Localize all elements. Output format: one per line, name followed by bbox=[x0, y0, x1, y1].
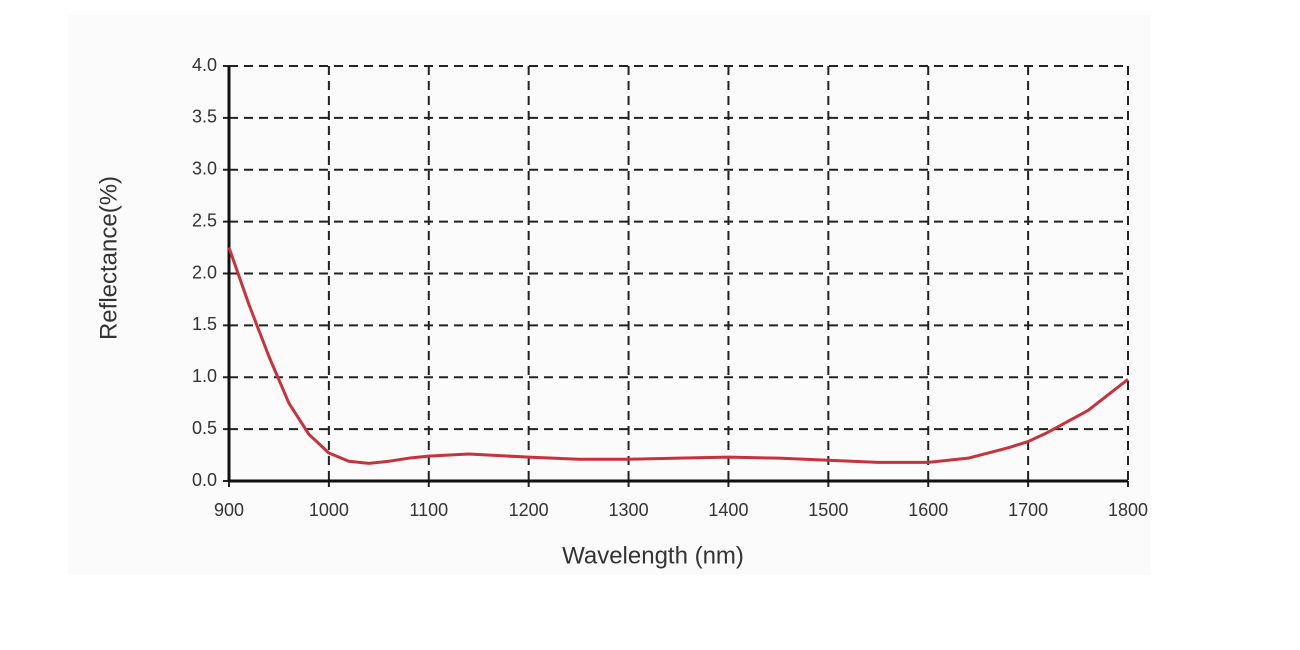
x-tick-label: 1200 bbox=[509, 500, 549, 520]
y-tick-label: 0.5 bbox=[192, 418, 217, 438]
y-tick-label: 2.0 bbox=[192, 262, 217, 282]
x-tick-label: 1300 bbox=[609, 500, 649, 520]
y-tick-label: 1.0 bbox=[192, 366, 217, 386]
y-tick-label: 0.0 bbox=[192, 470, 217, 490]
x-tick-label: 900 bbox=[214, 500, 244, 520]
x-tick-label: 1500 bbox=[808, 500, 848, 520]
y-axis-title: Reflectance(%) bbox=[95, 176, 122, 340]
x-tick-label: 1800 bbox=[1108, 500, 1148, 520]
x-tick-label: 1400 bbox=[708, 500, 748, 520]
x-tick-label: 1700 bbox=[1008, 500, 1048, 520]
x-tick-label: 1000 bbox=[309, 500, 349, 520]
y-tick-label: 2.5 bbox=[192, 210, 217, 230]
x-tick-label: 1600 bbox=[908, 500, 948, 520]
y-tick-label: 1.5 bbox=[192, 314, 217, 334]
y-tick-label: 3.0 bbox=[192, 159, 217, 179]
data-line bbox=[227, 247, 1129, 465]
x-axis-title: Wavelength (nm) bbox=[562, 542, 744, 569]
y-tick-label: 4.0 bbox=[192, 55, 217, 75]
y-tick-label: 3.5 bbox=[192, 107, 217, 127]
x-tick-label: 1100 bbox=[409, 500, 448, 520]
